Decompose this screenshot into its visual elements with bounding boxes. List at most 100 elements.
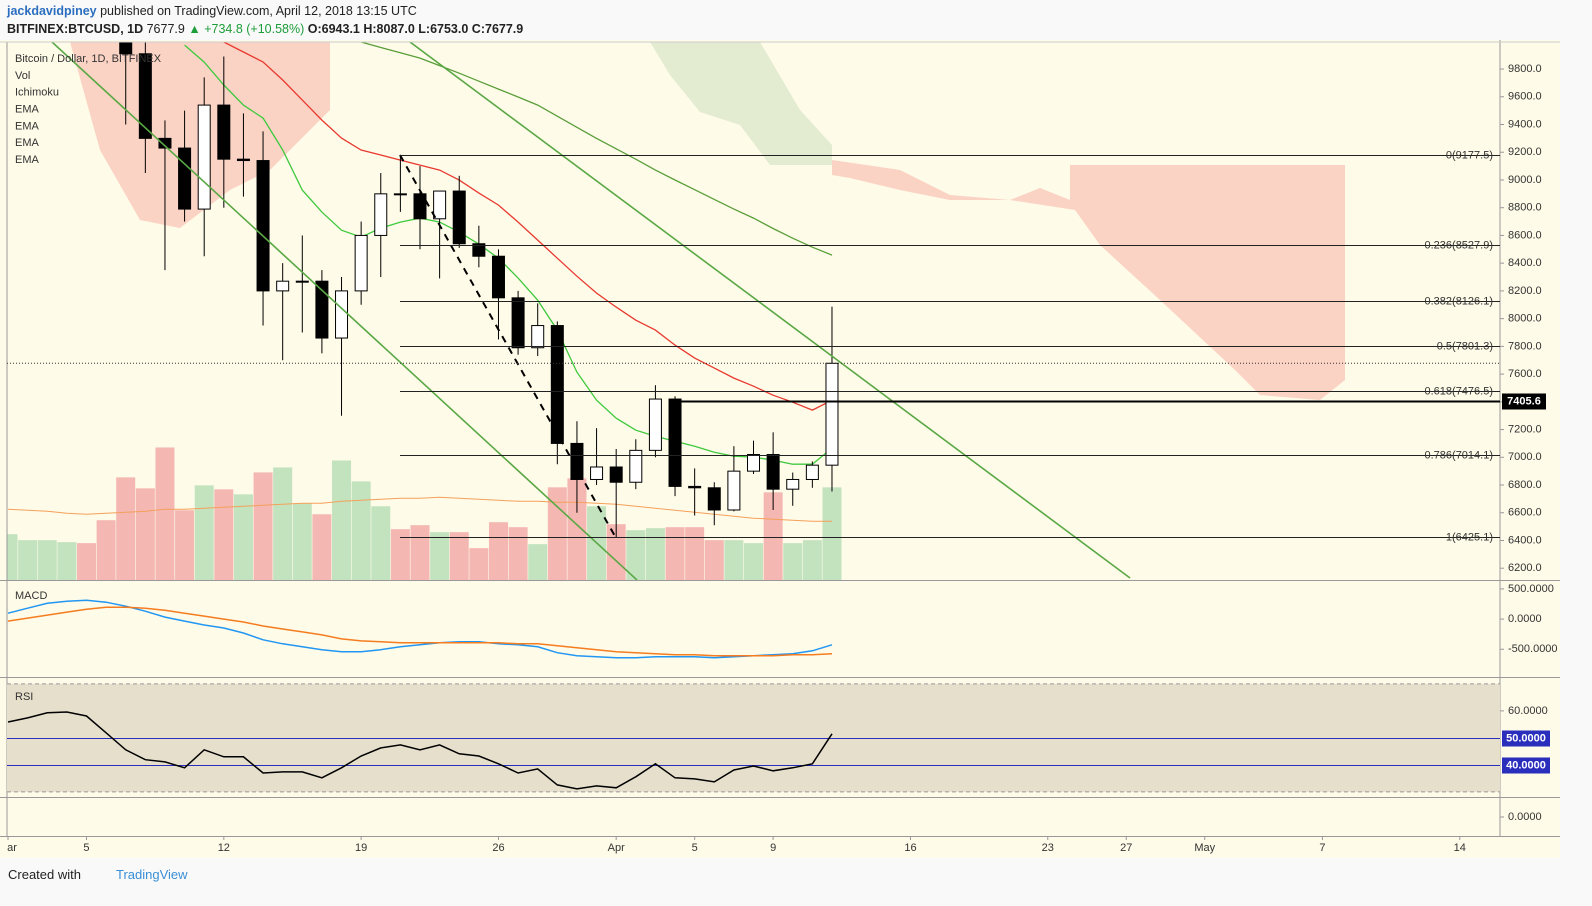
volume-bar [332, 460, 352, 580]
trend-line [409, 42, 1131, 579]
y-tick-label: 7200.0 [1508, 423, 1542, 435]
candle-body [531, 325, 545, 349]
candle-body [766, 454, 780, 490]
fib-label: 0.236(8527.9) [1425, 239, 1494, 251]
candle-body [472, 243, 486, 257]
level-label: 40.0000 [1506, 759, 1546, 771]
x-tick-label: May [1194, 842, 1215, 854]
candle-body [393, 193, 407, 196]
indicator-line [7, 599, 833, 659]
volume-bar [37, 540, 57, 580]
candle-body [138, 53, 152, 139]
author[interactable]: jackdavidpiney [7, 4, 97, 18]
published: published on TradingView.com, April 12, … [100, 4, 417, 18]
quote-line: BITFINEX:BTCUSD, 1D 7677.9 ▲ +734.8 (+10… [7, 22, 523, 36]
arrow: ▲ [188, 22, 201, 36]
x-tick-label: Apr [608, 842, 625, 854]
symbol: BITFINEX:BTCUSD, 1D [7, 22, 144, 36]
y-tick-label: 8400.0 [1508, 257, 1542, 269]
fib-label: 0.618(7476.5) [1425, 385, 1494, 397]
candle-body [335, 290, 349, 339]
candle-body [688, 485, 702, 489]
y-tick-label: 6400.0 [1508, 534, 1542, 546]
volume-bar [155, 447, 175, 580]
volume-bar [508, 527, 528, 580]
legend-item: EMA [15, 154, 40, 166]
candle-body [511, 297, 525, 349]
volume-bar [194, 485, 214, 580]
level-label-box [1502, 757, 1550, 774]
x-tick-label: 19 [355, 842, 367, 854]
y-tick-label: 9800.0 [1508, 63, 1542, 75]
y-tick-label: 9200.0 [1508, 146, 1542, 158]
created-with: Created with [8, 867, 81, 882]
legend-item: EMA [15, 104, 40, 116]
volume-bar [430, 532, 450, 580]
y-tick-label: 6200.0 [1508, 562, 1542, 574]
y-tick-label: -500.0000 [1508, 643, 1558, 655]
y-tick-label: 500.0000 [1508, 583, 1554, 595]
pane-title: MACD [15, 590, 47, 602]
x-tick-label: 14 [1454, 842, 1466, 854]
candle-body [727, 470, 741, 511]
brand[interactable]: TradingView [116, 867, 188, 882]
candle-body [747, 454, 761, 472]
candle-body [707, 487, 721, 511]
candle-body [354, 234, 368, 292]
candle-body [550, 325, 564, 444]
chart: ar 5 12 19 26 Apr 5 9 16 23 27 May 7 14 6200.0 6400.0 66… [0, 40, 1560, 858]
indicator-line [7, 606, 833, 657]
volume-bar [57, 542, 77, 580]
volume-bar [469, 548, 489, 580]
volume-bar [488, 522, 508, 580]
candle-body [295, 280, 309, 283]
change: +734.8 (+10.58%) [204, 22, 305, 36]
ohlc-low: L:6753.0 [418, 22, 469, 36]
volume-bar [18, 540, 38, 580]
volume-bar [7, 534, 18, 580]
fib-label: 0.786(7014.1) [1425, 449, 1494, 461]
x-tick-label: 9 [770, 842, 776, 854]
ohlc-open: O:6943.1 [307, 22, 360, 36]
y-tick-label: 0.0000 [1508, 613, 1542, 625]
level-label: 50.0000 [1506, 732, 1546, 744]
legend-item: EMA [15, 120, 40, 132]
legend-title: Bitcoin / Dollar, 1D, BITFINEX [15, 53, 162, 65]
trend-line [51, 42, 638, 580]
legend-item: Vol [15, 70, 30, 82]
volume-bar [665, 527, 685, 580]
candle-body [570, 442, 584, 480]
candle-body [197, 104, 211, 210]
y-tick-label: 8600.0 [1508, 229, 1542, 241]
volume-bar [312, 514, 332, 580]
y-tick-label: 60.0000 [1508, 705, 1548, 717]
drawings [51, 42, 1131, 580]
candle-body [786, 478, 800, 490]
candle-body [668, 398, 682, 487]
price-label: 7405.6 [1507, 395, 1541, 407]
candle-body [315, 280, 329, 339]
candle-body [217, 104, 231, 160]
ohlc-close: C:7677.9 [471, 22, 524, 36]
fib-label: 1(6425.1) [1446, 531, 1493, 543]
candle-body [648, 398, 662, 451]
legend-item: Ichimoku [15, 87, 59, 99]
volume-bar [135, 488, 155, 580]
x-tick-label: 5 [83, 842, 89, 854]
candle-body [276, 280, 290, 292]
volume-bar [763, 492, 783, 580]
volume-bar [724, 540, 744, 580]
volume-bar [626, 530, 646, 580]
volume-bar [390, 529, 410, 580]
volume-bar [175, 510, 195, 580]
volume-bar [116, 477, 136, 580]
candle-body [629, 449, 643, 483]
y-tick-label: 7000.0 [1508, 451, 1542, 463]
volume-bar [528, 544, 548, 580]
volume-bar [802, 540, 822, 580]
volume-bar [96, 520, 116, 580]
dashed-swing [399, 154, 617, 539]
x-tick-label: 27 [1120, 842, 1132, 854]
volume-bar [351, 481, 371, 580]
price-label-box [1502, 393, 1546, 410]
